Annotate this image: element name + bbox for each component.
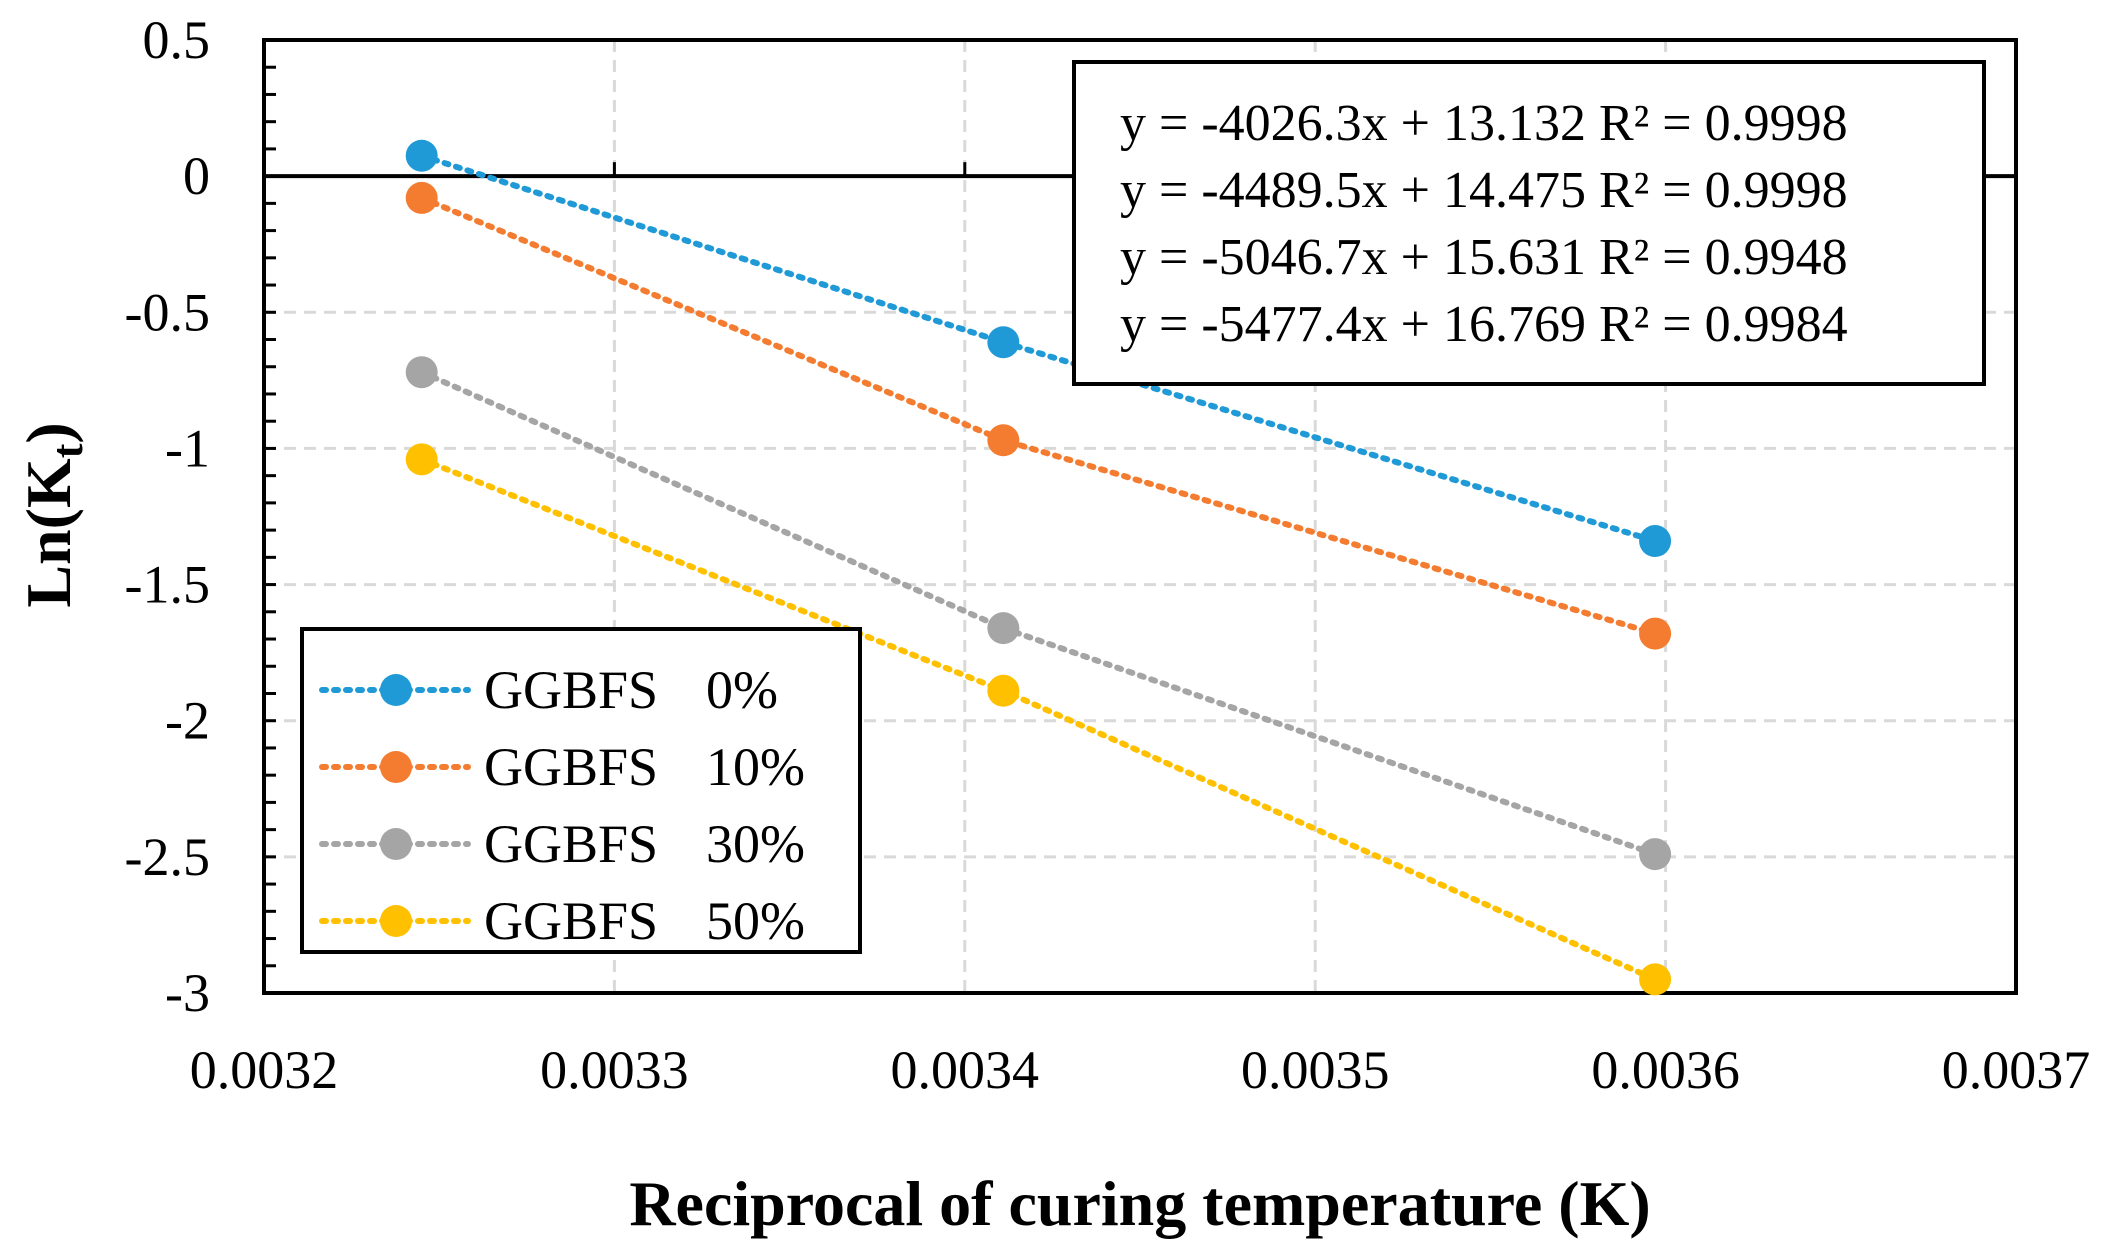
x-tick-labels: 0.0032 0.0033 0.0034 0.0035 0.0036 0.0037 bbox=[190, 1040, 2091, 1100]
data-point-50pct bbox=[405, 443, 438, 476]
minor-ticks bbox=[262, 38, 2018, 995]
data-point-10pct bbox=[987, 424, 1020, 457]
legend: GGBFS 0% GGBFS 10% GGBFS 30% GGBFS 50% bbox=[300, 627, 862, 954]
series-layer bbox=[405, 139, 1672, 996]
legend-label-value: 0% bbox=[706, 660, 778, 720]
data-point-10pct bbox=[1639, 617, 1672, 650]
equation-box: y = -4026.3x + 13.132 R² = 0.9998 y = -4… bbox=[1072, 60, 1986, 386]
data-point-50pct bbox=[1639, 963, 1672, 996]
data-point-50pct bbox=[987, 674, 1020, 707]
legend-label-prefix: GGBFS bbox=[484, 891, 658, 951]
data-point-0pct bbox=[405, 139, 438, 172]
y-tick-label: -2.5 bbox=[125, 827, 210, 887]
data-point-30pct bbox=[405, 356, 438, 389]
legend-label-value: 30% bbox=[706, 814, 805, 874]
legend-marker bbox=[380, 674, 412, 706]
x-tick-label: 0.0033 bbox=[540, 1040, 689, 1100]
legend-label-value: 10% bbox=[706, 737, 805, 797]
equation-box-frame bbox=[1072, 60, 1986, 386]
y-tick-label: 0.5 bbox=[143, 10, 211, 70]
y-axis-title-subscript: t bbox=[43, 443, 92, 458]
y-tick-label: 0 bbox=[183, 146, 210, 206]
x-axis-title: Reciprocal of curing temperature (K) bbox=[629, 1168, 1650, 1239]
y-tick-labels: 0.5 0 -0.5 -1 -1.5 -2 -2.5 -3 bbox=[125, 10, 210, 1023]
data-point-30pct bbox=[987, 612, 1020, 645]
legend-label-value: 50% bbox=[706, 891, 805, 951]
data-point-30pct bbox=[1639, 838, 1672, 871]
data-point-10pct bbox=[405, 181, 438, 214]
x-tick-label: 0.0032 bbox=[190, 1040, 339, 1100]
y-tick-label: -0.5 bbox=[125, 282, 210, 342]
legend-marker bbox=[380, 905, 412, 937]
x-tick-label: 0.0037 bbox=[1942, 1040, 2091, 1100]
legend-label-prefix: GGBFS bbox=[484, 660, 658, 720]
legend-marker bbox=[380, 828, 412, 860]
legend-marker bbox=[380, 751, 412, 783]
equation-30: y = -5046.7x + 15.631 R² = 0.9948 bbox=[1120, 229, 1848, 286]
legend-label-prefix: GGBFS bbox=[484, 737, 658, 797]
equation-50: y = -5477.4x + 16.769 R² = 0.9984 bbox=[1120, 296, 1848, 353]
legend-label-prefix: GGBFS bbox=[484, 814, 658, 874]
plot-area-frame bbox=[262, 38, 2018, 995]
equation-0: y = -4026.3x + 13.132 R² = 0.9998 bbox=[1120, 95, 1848, 152]
y-axis-title-main: Ln(K bbox=[13, 458, 84, 608]
y-tick-label: -3 bbox=[165, 963, 210, 1023]
y-tick-label: -1 bbox=[165, 418, 210, 478]
equation-10: y = -4489.5x + 14.475 R² = 0.9998 bbox=[1120, 162, 1848, 219]
y-axis-title-close: ) bbox=[13, 422, 84, 443]
y-tick-label: -2 bbox=[165, 691, 210, 751]
data-point-0pct bbox=[1639, 525, 1672, 558]
y-tick-label: -1.5 bbox=[125, 555, 210, 615]
y-axis-title: Ln(Kt) bbox=[13, 422, 92, 607]
x-tick-label: 0.0035 bbox=[1241, 1040, 1390, 1100]
x-tick-label: 0.0036 bbox=[1591, 1040, 1740, 1100]
x-tick-label: 0.0034 bbox=[891, 1040, 1040, 1100]
data-point-0pct bbox=[987, 326, 1020, 359]
